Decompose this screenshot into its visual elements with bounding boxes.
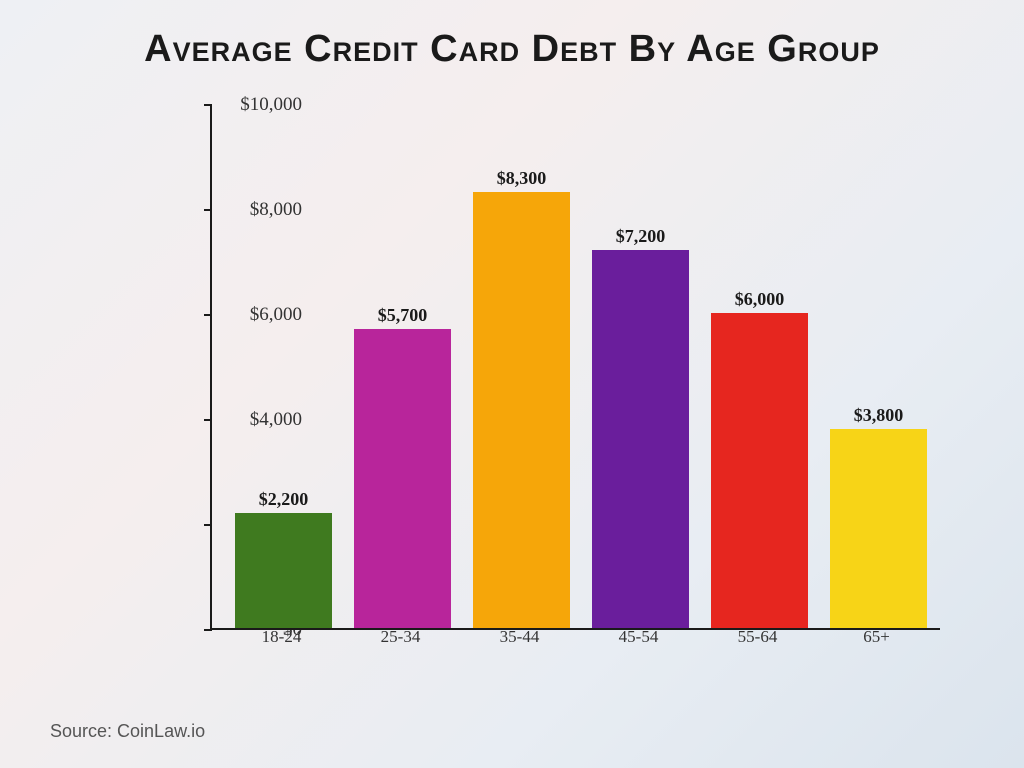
- y-tick: [204, 629, 212, 631]
- y-tick: [204, 524, 212, 526]
- bar: $2,200: [235, 513, 332, 629]
- bar-value-label: $3,800: [830, 405, 927, 426]
- bar: $5,700: [354, 329, 451, 628]
- y-tick: [204, 314, 212, 316]
- bar: $6,000: [711, 313, 808, 628]
- plot-area: $2,200$5,700$8,300$7,200$6,000$3,800: [210, 105, 940, 630]
- x-axis-label: 65+: [828, 627, 925, 647]
- bar-chart: $0$2,000$4,000$6,000$8,000$10,000 $2,200…: [120, 95, 950, 675]
- bar-value-label: $8,300: [473, 168, 570, 189]
- x-axis-label: 18-24: [233, 627, 330, 647]
- bar: $8,300: [473, 192, 570, 628]
- source-attribution: Source: CoinLaw.io: [50, 721, 205, 742]
- x-axis-label: 55-64: [709, 627, 806, 647]
- bar: $3,800: [830, 429, 927, 629]
- y-tick: [204, 209, 212, 211]
- x-axis-label: 45-54: [590, 627, 687, 647]
- bar-value-label: $5,700: [354, 305, 451, 326]
- bar: $7,200: [592, 250, 689, 628]
- x-axis-label: 25-34: [352, 627, 449, 647]
- y-tick: [204, 104, 212, 106]
- bar-value-label: $6,000: [711, 289, 808, 310]
- bar-value-label: $7,200: [592, 226, 689, 247]
- chart-title: Average Credit Card Debt by Age Group: [0, 0, 1024, 71]
- x-axis-label: 35-44: [471, 627, 568, 647]
- y-tick: [204, 419, 212, 421]
- bar-value-label: $2,200: [235, 489, 332, 510]
